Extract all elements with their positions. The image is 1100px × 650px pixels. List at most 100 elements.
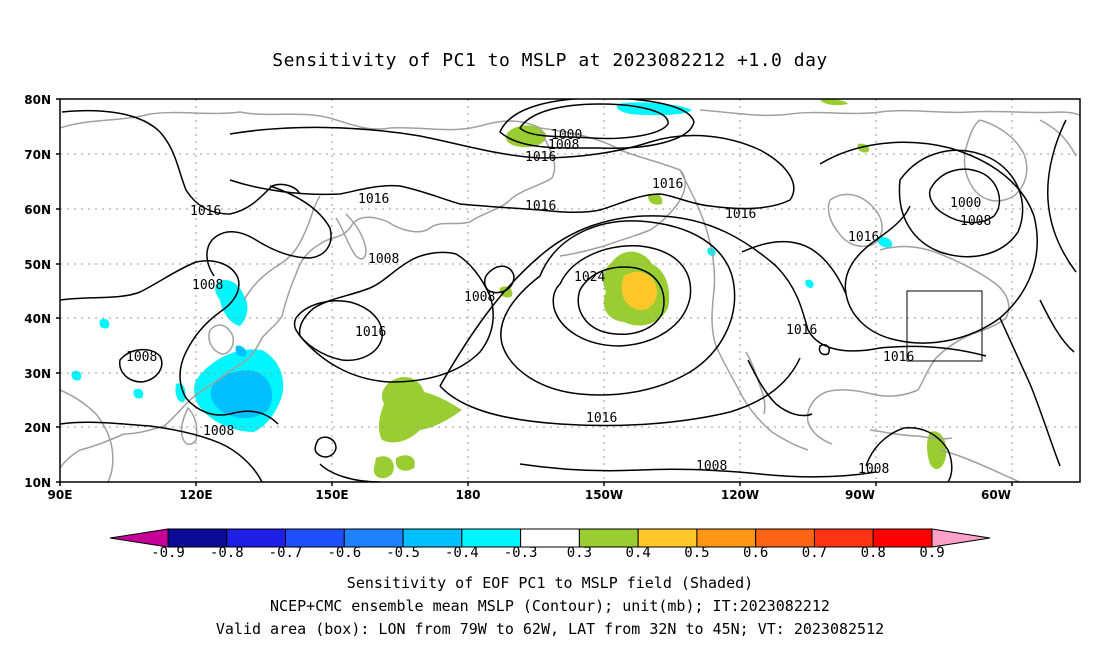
contour-small-1008 [483, 265, 515, 294]
coast-asia-north [60, 111, 541, 131]
shade-lightblue-west-pacific [210, 370, 273, 419]
shaded-sensitivity [71, 99, 947, 479]
caption-line-1: Sensitivity of EOF PC1 to MSLP field (Sh… [346, 574, 754, 592]
contour-tropics-1008 [298, 251, 494, 383]
lon-tick-label: 180 [455, 488, 480, 502]
coast-indochina [60, 389, 114, 482]
contour-small-circle [314, 436, 337, 458]
contour-label: 1016 [525, 199, 556, 214]
contour-west-pacific-1016 [293, 300, 383, 362]
lon-tick-label: 90E [48, 488, 73, 502]
contour-atlantic-1016 [999, 317, 1061, 467]
contour-pacific-1016-big [439, 215, 987, 387]
shade-cyan-small-2 [71, 370, 82, 381]
coast-east-canada [879, 245, 1010, 335]
contour-label: 1008 [960, 214, 991, 229]
lat-tick-label: 60N [24, 203, 51, 217]
shade-green-central-pacific-south [373, 456, 394, 479]
contour-label: 1016 [725, 207, 756, 222]
shade-yellow-pacific-high [621, 271, 657, 311]
contour-mexico-loop [747, 359, 813, 417]
contour-asia-1008-inner [119, 348, 163, 383]
colorbar-boxes [167, 528, 933, 548]
contour-north-pacific-1016 [206, 185, 332, 277]
contour-label: 1024 [574, 270, 605, 285]
shade-green-south [395, 455, 415, 471]
contour-label: 1016 [358, 192, 389, 207]
lon-tick-label: 120E [179, 488, 212, 502]
colorbar-label: -0.8 [210, 545, 244, 561]
lon-tick-label: 90W [845, 488, 875, 502]
coast-asia-china [60, 361, 245, 469]
contour-right-edge-low [1039, 299, 1075, 353]
contour-canada-1016 [819, 141, 1038, 344]
lat-tick-label: 80N [24, 93, 51, 107]
contour-label: 1008 [548, 138, 579, 153]
caption-line-2: NCEP+CMC ensemble mean MSLP (Contour); u… [270, 597, 830, 615]
lat-tick-label: 70N [24, 148, 51, 162]
shade-lightblue-japan-coast [235, 345, 247, 357]
contour-west-1016 [61, 109, 301, 215]
shade-cyan-arctic [616, 102, 692, 116]
shade-green-small-dateline [499, 286, 513, 298]
chart-title: Sensitivity of PC1 to MSLP at 2023082212… [272, 50, 828, 71]
colorbar-label: 0.6 [743, 545, 768, 561]
mslp-contours [60, 99, 1077, 482]
contour-arctic-low-inner [519, 103, 669, 140]
colorbar-high-triangle [931, 528, 991, 548]
contour-label: 1016 [786, 323, 817, 338]
lon-tick-label: 60W [981, 488, 1011, 502]
lat-tick-label: 20N [24, 421, 51, 435]
contour-right-edge [1046, 119, 1077, 273]
shade-green-central-pacific [378, 377, 462, 443]
contour-label: 1008 [696, 459, 727, 474]
contour-label: 1016 [355, 325, 386, 340]
contour-label: 1008 [203, 424, 234, 439]
plot-frame [59, 98, 1081, 483]
contour-central-tropical-1008 [519, 463, 877, 478]
contour-label: 1008 [192, 278, 223, 293]
contour-label: 1000 [950, 196, 981, 211]
contour-pacific-high-1016-a [552, 245, 692, 347]
lat-tick-labels: 80N 70N 60N 50N 40N 30N 20N 10N [24, 93, 51, 490]
coast-greenland-2 [1039, 119, 1077, 157]
gridlines [60, 99, 1080, 482]
coast-kamchatka [335, 213, 367, 260]
lat-tick-label: 30N [24, 367, 51, 381]
contour-label: 1000 [551, 128, 582, 143]
coast-north-america-arctic [699, 109, 1080, 117]
contour-label: 1008 [858, 462, 889, 477]
shade-cyan-canada-2 [805, 279, 814, 288]
colorbar-label: -0.3 [504, 545, 538, 561]
lon-tick-label: 120W [721, 488, 759, 502]
contour-pacific-1016-south [439, 357, 801, 427]
colorbar-label: -0.5 [386, 545, 420, 561]
contour-tropical-1008 [319, 463, 381, 482]
coast-baja [745, 351, 766, 415]
contour-pacific-high-inner [577, 266, 665, 335]
lon-tick-label: 150E [315, 488, 348, 502]
colorbar-label: -0.4 [445, 545, 479, 561]
lon-tick-label: 150W [585, 488, 623, 502]
shade-cyan-small-4 [175, 383, 186, 403]
contour-label: 1016 [652, 177, 683, 192]
lat-tick-label: 10N [24, 476, 51, 490]
colorbar-labels: -0.9 -0.8 -0.7 -0.6 -0.5 -0.4 -0.3 0.3 0.4 0.5 0.6… [151, 545, 945, 561]
contour-label: 1008 [464, 290, 495, 305]
shade-cyan-small-3 [133, 388, 144, 399]
coast-caribbean [869, 429, 953, 440]
coast-greenland [963, 119, 1028, 202]
coast-philippines [180, 406, 198, 446]
coast-south-america [939, 449, 1021, 482]
coast-japan [243, 195, 321, 301]
coast-us-east [917, 333, 973, 391]
contour-asia-1008 [60, 260, 279, 425]
contour-pacific-high-1016-b [500, 220, 736, 396]
colorbar-label: -0.9 [151, 545, 185, 561]
colorbar-label: -0.7 [269, 545, 303, 561]
coast-korea [208, 324, 234, 355]
shade-green-arctic-canada [820, 99, 848, 106]
coast-hudson [827, 193, 883, 248]
contour-label: 1016 [586, 411, 617, 426]
